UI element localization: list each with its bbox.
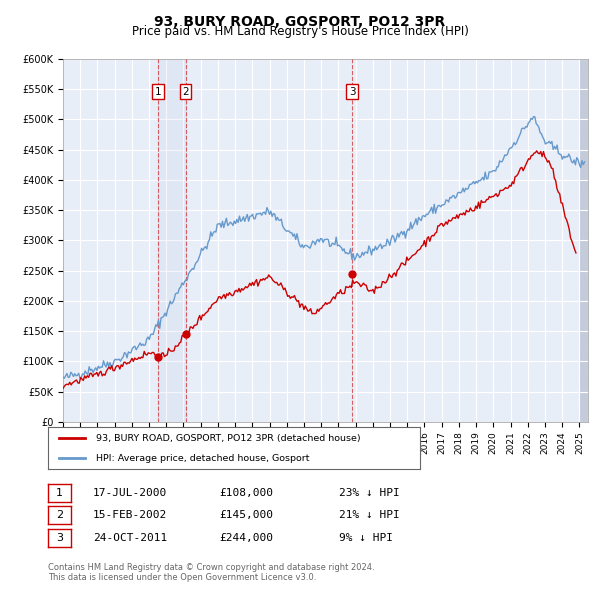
- Text: 2: 2: [56, 510, 63, 520]
- Text: 2: 2: [182, 87, 189, 97]
- Text: 24-OCT-2011: 24-OCT-2011: [93, 533, 167, 543]
- Text: 93, BURY ROAD, GOSPORT, PO12 3PR (detached house): 93, BURY ROAD, GOSPORT, PO12 3PR (detach…: [97, 434, 361, 443]
- Text: 15-FEB-2002: 15-FEB-2002: [93, 510, 167, 520]
- Text: £244,000: £244,000: [219, 533, 273, 543]
- Text: 9% ↓ HPI: 9% ↓ HPI: [339, 533, 393, 543]
- Text: 17-JUL-2000: 17-JUL-2000: [93, 488, 167, 497]
- Text: HPI: Average price, detached house, Gosport: HPI: Average price, detached house, Gosp…: [97, 454, 310, 463]
- Text: 3: 3: [56, 533, 63, 543]
- Text: 3: 3: [349, 87, 356, 97]
- Text: £108,000: £108,000: [219, 488, 273, 497]
- Text: 21% ↓ HPI: 21% ↓ HPI: [339, 510, 400, 520]
- Text: Price paid vs. HM Land Registry's House Price Index (HPI): Price paid vs. HM Land Registry's House …: [131, 25, 469, 38]
- Text: 1: 1: [155, 87, 161, 97]
- Text: 23% ↓ HPI: 23% ↓ HPI: [339, 488, 400, 497]
- Text: Contains HM Land Registry data © Crown copyright and database right 2024.
This d: Contains HM Land Registry data © Crown c…: [48, 563, 374, 582]
- Bar: [158, 59, 185, 422]
- Text: 93, BURY ROAD, GOSPORT, PO12 3PR: 93, BURY ROAD, GOSPORT, PO12 3PR: [154, 15, 446, 29]
- Text: £145,000: £145,000: [219, 510, 273, 520]
- Text: 1: 1: [56, 488, 63, 497]
- Polygon shape: [580, 59, 588, 422]
